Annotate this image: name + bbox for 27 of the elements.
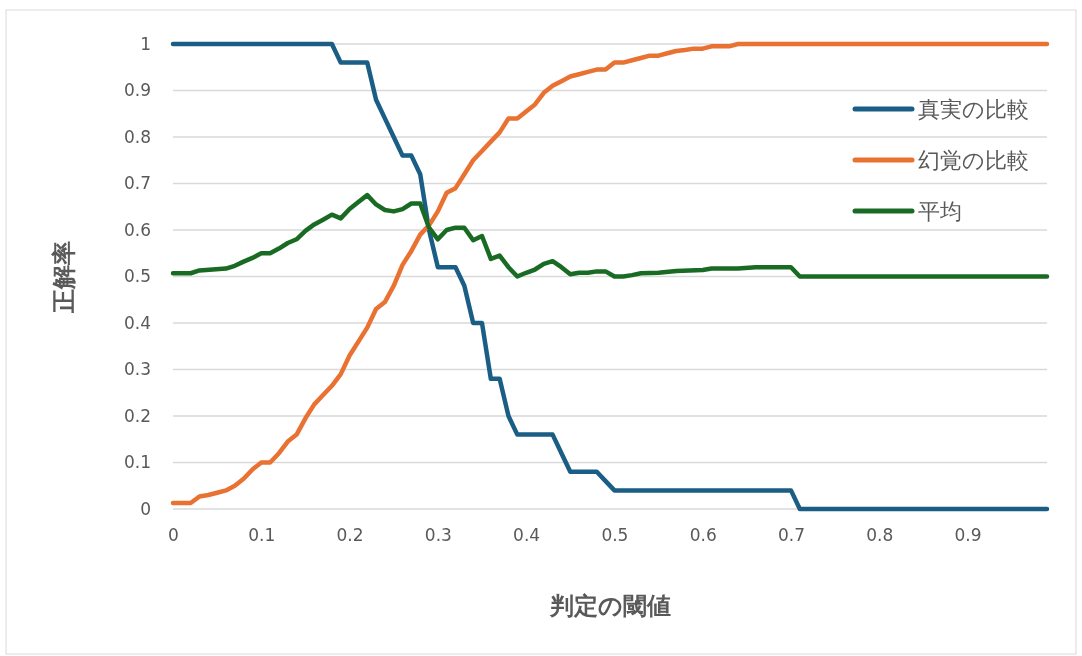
line-series [170,192,1050,279]
y-tick-label: 0.1 [123,452,151,473]
x-tick-label: 0 [168,525,179,546]
y-tick-label: 0.5 [123,266,151,287]
legend-label: 幻覚の比較 [918,148,1029,173]
x-tick-label: 0.5 [601,525,629,546]
x-axis-title: 判定の閾値 [548,592,671,620]
x-tick-label: 0.8 [866,525,894,546]
legend-label: 真実の比較 [918,97,1029,122]
x-tick-label: 0.7 [777,525,805,546]
y-tick-label: 0.4 [123,312,151,333]
y-tick-label: 0.9 [123,80,151,101]
x-tick-label: 0.2 [336,525,364,546]
y-tick-label: 0.3 [123,359,151,380]
legend-label: 平均 [918,199,962,224]
y-tick-label: 0 [140,498,151,519]
x-tick-label: 0.1 [248,525,276,546]
y-tick-label: 0.7 [123,173,151,194]
x-tick-label: 0.4 [513,525,541,546]
x-tick-label: 0.3 [424,525,452,546]
x-tick-label: 0.9 [954,525,982,546]
y-tick-label: 1 [140,33,151,54]
y-axis-title: 正解率 [50,240,78,314]
x-tick-label: 0.6 [689,525,717,546]
y-tick-label: 0.6 [123,219,151,240]
y-tick-label: 0.8 [123,126,151,147]
y-tick-label: 0.2 [123,405,151,426]
